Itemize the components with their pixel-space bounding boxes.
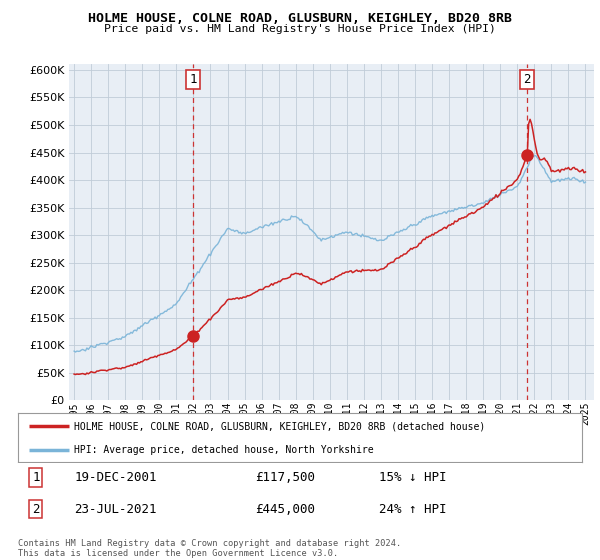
Text: Contains HM Land Registry data © Crown copyright and database right 2024.
This d: Contains HM Land Registry data © Crown c… [18,539,401,558]
Text: 1: 1 [32,471,40,484]
Text: 15% ↓ HPI: 15% ↓ HPI [379,471,446,484]
Text: 2: 2 [32,502,40,516]
Text: 24% ↑ HPI: 24% ↑ HPI [379,502,446,516]
Text: 23-JUL-2021: 23-JUL-2021 [74,502,157,516]
Text: HOLME HOUSE, COLNE ROAD, GLUSBURN, KEIGHLEY, BD20 8RB: HOLME HOUSE, COLNE ROAD, GLUSBURN, KEIGH… [88,12,512,25]
Text: Price paid vs. HM Land Registry's House Price Index (HPI): Price paid vs. HM Land Registry's House … [104,24,496,34]
Text: 19-DEC-2001: 19-DEC-2001 [74,471,157,484]
Text: HPI: Average price, detached house, North Yorkshire: HPI: Average price, detached house, Nort… [74,445,374,455]
Text: HOLME HOUSE, COLNE ROAD, GLUSBURN, KEIGHLEY, BD20 8RB (detached house): HOLME HOUSE, COLNE ROAD, GLUSBURN, KEIGH… [74,421,485,431]
Text: £445,000: £445,000 [255,502,315,516]
Text: 2: 2 [523,73,530,86]
Text: 1: 1 [189,73,197,86]
Text: £117,500: £117,500 [255,471,315,484]
